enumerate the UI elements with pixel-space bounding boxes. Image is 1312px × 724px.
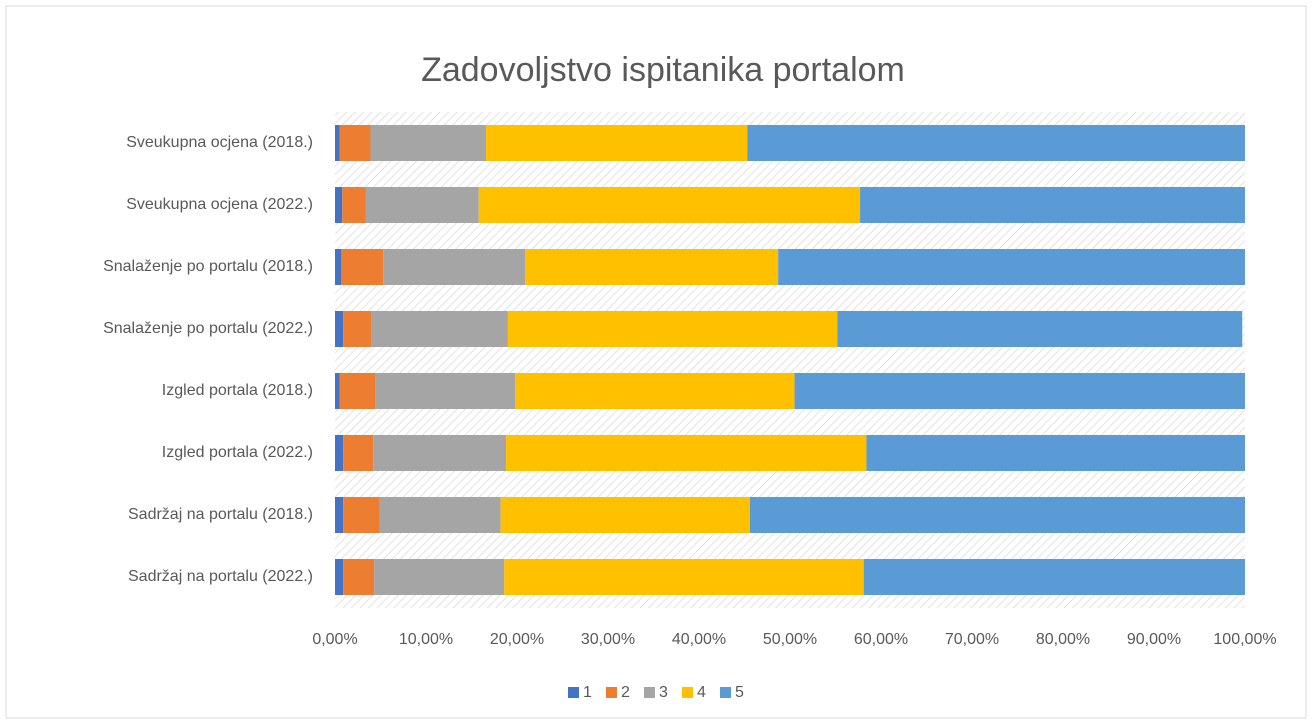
legend-swatch [606,687,617,698]
x-tick-label: 80,00% [1036,631,1090,648]
bar-segment [335,249,342,285]
bar-segment [335,125,340,161]
bar-segment [370,125,487,161]
x-tick-label: 20,00% [490,631,544,648]
bar-segment [507,311,838,347]
y-tick-label: Sadržaj na portalu (2022.) [128,568,313,585]
x-tick-label: 70,00% [945,631,999,648]
legend-swatch [682,687,693,698]
bar-segment [478,187,861,223]
bar-segment [343,435,374,471]
bar-segment [373,435,507,471]
legend-swatch [568,687,579,698]
bar-segment [515,373,795,409]
y-tick-label: Izgled portala (2022.) [162,444,313,461]
bar-segment [343,559,375,595]
bar-segment [486,125,748,161]
x-tick-label: 40,00% [672,631,726,648]
bar-segment [343,497,380,533]
bar-segment [365,187,479,223]
bar-segment [335,373,340,409]
bar-segment [506,435,867,471]
y-tick-label: Sveukupna ocjena (2018.) [126,134,313,151]
x-tick-label: 100,00% [1213,631,1276,648]
x-tick-label: 10,00% [399,631,453,648]
x-tick-label: 90,00% [1127,631,1181,648]
legend-label: 1 [583,684,592,701]
bar-segment [837,311,1243,347]
y-tick-label: Snalaženje po portalu (2022.) [103,320,313,337]
bar-segment [335,497,344,533]
legend-label: 5 [735,684,744,701]
legend-label: 2 [621,684,630,701]
bar-segment [794,373,1245,409]
bar-segment [525,249,779,285]
x-tick-label: 60,00% [854,631,908,648]
bar-segment [374,559,505,595]
bar-segment [860,187,1245,223]
bar-segment [341,249,384,285]
y-tick-label: Sveukupna ocjena (2022.) [126,196,313,213]
bar-segment [866,435,1245,471]
bar-segment [375,373,516,409]
bar-segment [335,435,344,471]
bar-segment [383,249,526,285]
bar-segment [335,559,344,595]
legend-label: 4 [697,684,706,701]
legend-swatch [720,687,731,698]
bar-segment [749,497,1245,533]
bar-segment [335,187,343,223]
chart-title: Zadovoljstvo ispitanika portalom [421,51,905,89]
legend-label: 3 [659,684,668,701]
bar-segment [339,125,371,161]
y-tick-label: Sadržaj na portalu (2018.) [128,506,313,523]
x-tick-label: 30,00% [581,631,635,648]
y-tick-label: Snalaženje po portalu (2018.) [103,258,313,275]
bar-segment [343,311,372,347]
bar-segment [863,559,1245,595]
plot-area [335,112,1245,608]
x-tick-label: 0,00% [312,631,357,648]
bar-segment [747,125,1245,161]
bar-segment [339,373,376,409]
bar-segment [500,497,750,533]
bar-segment [504,559,864,595]
bar-segment [342,187,366,223]
bar-segment [778,249,1245,285]
bar-segment [335,311,344,347]
bar-segment [371,311,508,347]
y-tick-label: Izgled portala (2018.) [162,382,313,399]
legend-swatch [644,687,655,698]
x-tick-label: 50,00% [763,631,817,648]
bar-segment [379,497,501,533]
